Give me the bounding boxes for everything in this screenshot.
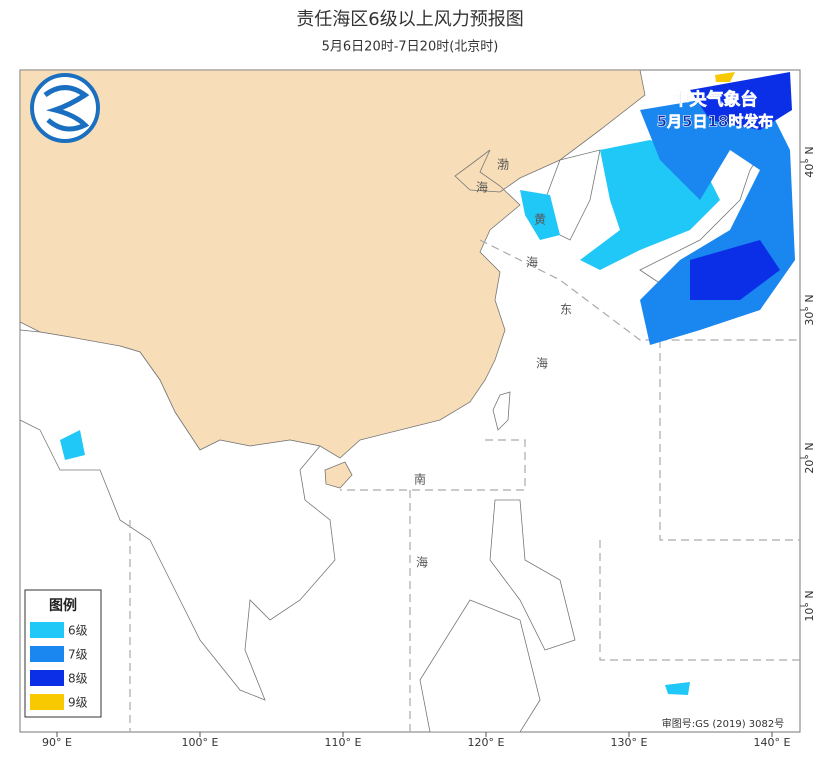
wind-area-8 [690,72,792,130]
latitude-label: 10° N [803,590,816,621]
sea-label: 海 [526,255,538,270]
legend-title: 图例 [49,597,77,614]
legend-label: 7级 [68,648,88,662]
legend-label: 6级 [68,624,88,638]
issuer-name: 中央气象台 [673,89,758,110]
map-frame: 渤 海 黄 海 东 海 南 海 [19,69,801,733]
logo-mark [43,85,90,132]
legend-label: 9级 [68,696,88,710]
longitude-labels: 90° E 100° E 110° E 120° E 130° E 140° E [42,732,791,749]
sea-label: 海 [536,356,548,371]
land-philippines [489,499,576,651]
latitude-labels: 10° N 20° N 30° N 40° N [800,146,816,622]
wind-areas [60,72,795,695]
issuer-time: 5月5日18时发布 [657,113,774,131]
land-borneo [419,599,541,733]
wind-area-8 [690,240,780,300]
boundary [659,340,800,541]
sea-label: 东 [560,303,572,317]
boundary [599,540,800,661]
wind-area-9 [715,72,735,82]
longitude-label: 120° E [468,736,505,749]
subtitle: 5月6日20时-7日20时(北京时) [322,40,499,55]
longitude-label: 140° E [754,736,791,749]
sea-label: 渤 [497,158,509,172]
approval-number: 审图号:GS (2019) 3082号 [662,717,785,730]
longitude-label: 110° E [325,736,362,749]
legend-swatch [30,622,64,638]
logo [30,73,100,143]
wind-area-6 [60,430,85,460]
land-taiwan [492,391,511,431]
sea-label: 海 [476,180,488,195]
wind-area-6 [665,682,690,695]
longitude-label: 90° E [42,736,72,749]
legend-label: 8级 [68,672,88,686]
legend-swatch [30,670,64,686]
land-indochina [19,329,336,701]
sea-labels: 渤 海 黄 海 东 海 南 海 [414,158,572,570]
sea-boundaries [129,239,800,732]
title: 责任海区6级以上风力预报图 [296,9,523,30]
boundary [479,239,800,341]
sea-label: 南 [414,472,426,487]
legend-swatch [30,646,64,662]
legend: 图例 6级 7级 8级 9级 [24,589,102,718]
longitude-label: 130° E [611,736,648,749]
land-hainan [324,461,353,489]
boundary [340,439,526,491]
latitude-label: 20° N [803,442,816,473]
longitude-label: 100° E [182,736,219,749]
sea-label: 海 [416,555,428,570]
wind-area-6 [520,190,560,240]
latitude-label: 30° N [803,294,816,325]
sea-label: 黄 [534,213,546,227]
latitude-label: 40° N [803,146,816,177]
legend-swatch [30,694,64,710]
